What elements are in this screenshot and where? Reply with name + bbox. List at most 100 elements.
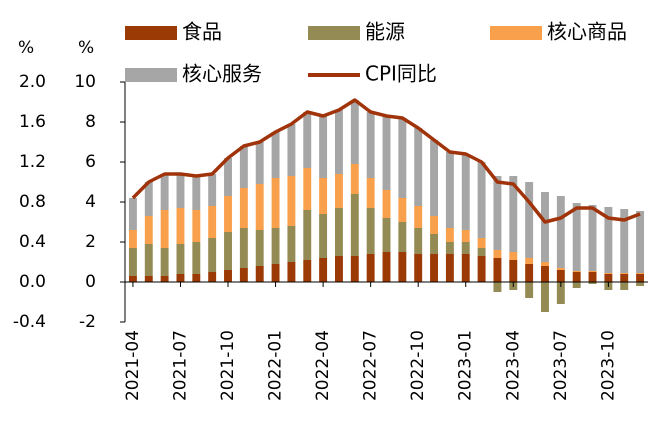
bar-segment [430, 254, 439, 282]
y-tick-label: 0.0 [19, 272, 46, 292]
x-tick-label: 2023-04 [503, 330, 523, 401]
bar-segment [382, 116, 391, 190]
y2-tick-label: 4 [85, 192, 96, 212]
bar-segment [271, 264, 280, 282]
bar-segment [255, 230, 264, 266]
bar-segment [192, 210, 201, 242]
bar-segment [461, 154, 470, 230]
bar-segment [414, 128, 423, 206]
bar-segment [271, 228, 280, 264]
legend-swatch [308, 26, 360, 40]
bar-segment [620, 209, 629, 273]
bar-segment [160, 248, 169, 276]
bar-segment [556, 270, 565, 282]
x-tick-label: 2021-07 [170, 330, 190, 401]
bar-segment [445, 152, 454, 228]
bar-segment [160, 174, 169, 210]
bar-segment [636, 273, 645, 274]
bar-segment [350, 194, 359, 256]
bar-segment [287, 262, 296, 282]
bar-segment [541, 282, 549, 312]
bar-segment [144, 182, 153, 216]
bar-segment [128, 230, 137, 248]
bar-segment [445, 254, 454, 282]
bar-segment [350, 256, 359, 282]
bar-segment [493, 258, 502, 282]
bar-segment [319, 258, 328, 282]
bar-segment [319, 116, 328, 178]
bar-segment [271, 178, 280, 228]
y-tick-label: 1.2 [19, 152, 46, 172]
bar-segment [445, 242, 454, 254]
bar-segment [366, 254, 375, 282]
y-tick-label: -0.4 [13, 312, 46, 332]
y-tick-label: 0.4 [19, 232, 46, 252]
bar-segment [636, 211, 645, 273]
bar-segment [224, 270, 232, 282]
bar-segment [224, 196, 232, 232]
bar-segment [588, 282, 597, 284]
bar-segment [414, 254, 423, 282]
bar-segment [509, 260, 518, 282]
y2-tick-label: 10 [74, 72, 96, 92]
bar-segment [144, 244, 153, 276]
legend-swatch [125, 68, 177, 82]
x-tick-label: 2023-07 [551, 330, 571, 401]
bar-segment [334, 174, 343, 208]
bar-segment [271, 132, 280, 178]
bar-segment [366, 112, 375, 178]
y-tick-label: 2.0 [19, 72, 46, 92]
x-tick-label: 2022-01 [266, 330, 286, 401]
bar-segment [430, 140, 439, 216]
bar-segment [224, 158, 232, 196]
bar-segment [303, 210, 312, 260]
bar-segment [493, 282, 502, 292]
bar-segment [477, 162, 486, 238]
legend-label: CPI同比 [365, 62, 437, 86]
legend-label: 食品 [182, 20, 222, 44]
bar-segment [572, 272, 581, 282]
bar-segment [477, 248, 486, 256]
y2-tick-label: -2 [79, 312, 96, 332]
bar-segment [239, 188, 248, 228]
legend-label: 核心服务 [182, 62, 262, 86]
x-tick-label: 2023-01 [456, 330, 476, 401]
x-tick-label: 2022-07 [361, 330, 381, 401]
y2-axis-unit: % [78, 38, 94, 58]
y2-tick-label: 0 [85, 272, 96, 292]
bar-segment [525, 258, 534, 264]
x-tick-label: 2023-10 [598, 330, 618, 401]
bar-segment [477, 256, 486, 282]
bar-segment [208, 206, 217, 238]
y2-tick-label: 8 [85, 112, 96, 132]
bar-segment [255, 142, 264, 184]
bar-segment [461, 230, 470, 242]
bar-segment [414, 206, 423, 228]
y-axis-unit: % [18, 38, 34, 58]
bar-segment [303, 260, 312, 282]
y2-tick-label: 2 [85, 232, 96, 252]
bar-segment [541, 266, 549, 282]
bar-segment [430, 216, 439, 234]
x-tick-label: 2022-04 [313, 330, 333, 401]
bar-segment [620, 274, 629, 282]
bar-segment [588, 271, 597, 272]
bar-segment [319, 214, 328, 258]
bar-segment [461, 242, 470, 254]
bar-segment [239, 268, 248, 282]
bar-segment [604, 207, 613, 273]
bar-segment [477, 238, 486, 248]
bar-segment [208, 238, 217, 272]
bar-segment [176, 244, 185, 274]
bar-segment [176, 208, 185, 244]
bar-segment [160, 210, 169, 248]
bar-segment [493, 176, 502, 250]
bar-segment [556, 282, 565, 304]
bar-segment [366, 208, 375, 254]
bar-segment [303, 112, 312, 168]
legend-swatch [490, 26, 542, 40]
bar-segment [239, 228, 248, 268]
bar-segment [636, 282, 645, 286]
bar-segment [350, 100, 359, 164]
